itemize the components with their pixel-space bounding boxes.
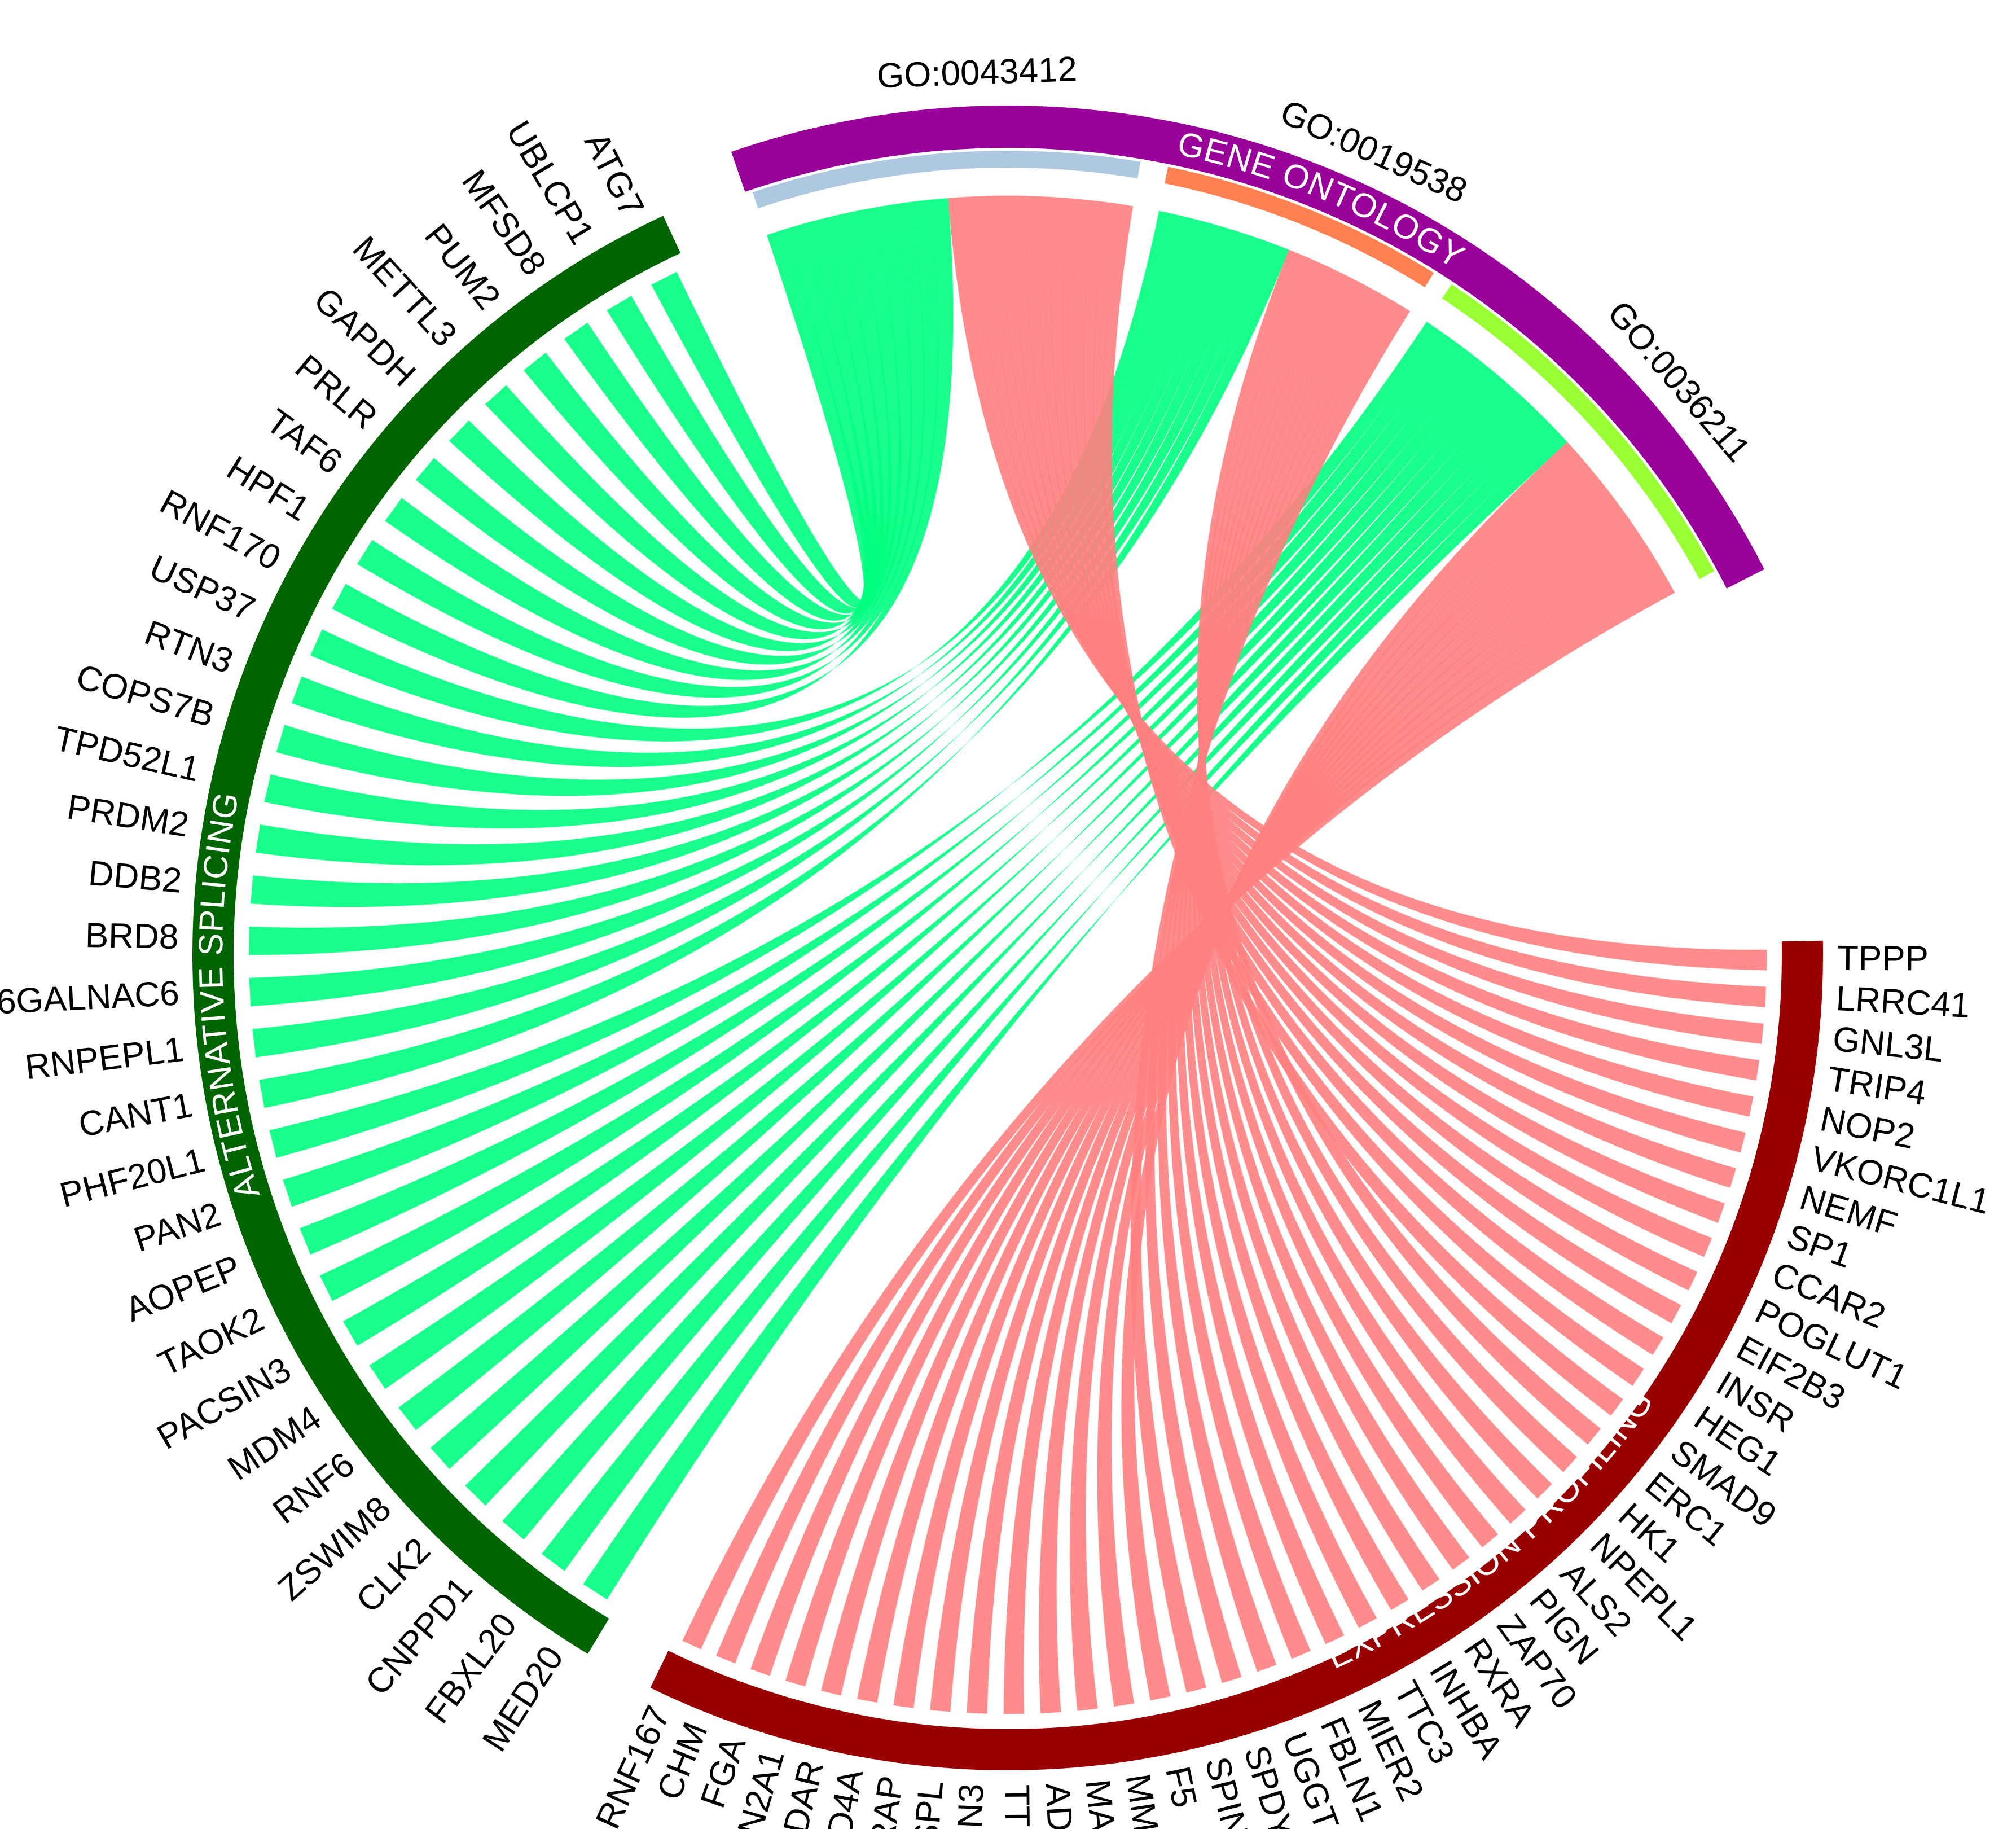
chord-ribbon [1198,253,1578,1473]
gene-label: NSUN3 [947,1783,991,1829]
expression-arc [650,940,1824,1770]
chord-ribbon [369,367,1501,1389]
gene-label: TPD52L1 [51,719,204,790]
chord-ribbon [1197,249,1601,1445]
gene-label: LRRC41 [1835,979,1971,1025]
chord-ribbon [449,207,902,651]
chord-ribbon [1167,291,1386,1659]
go-term-arc [1165,166,1434,287]
chord-ribbon [967,492,1618,1714]
chord-ribbon [485,210,892,639]
go-term-arc [1442,284,1715,580]
gene-label: RNPEPL1 [23,1030,186,1087]
chord-ribbon [430,387,1525,1470]
chord-ribbon [1198,257,1552,1499]
chord-ribbon [1026,195,1737,1188]
chord-ribbon [384,201,925,681]
chord-ribbon [1157,296,1394,1672]
gene-label: ADTRP [1038,1782,1083,1829]
chord-ribbon [606,223,875,614]
chord-ribbon [785,546,1655,1687]
chord-ribbon [248,231,1251,955]
go-term-arc [752,151,1141,209]
chord-ribbon [1051,196,1712,1257]
chord-ribbon [961,196,1767,1008]
chord-ribbon [310,210,1173,742]
chord-ribbon [282,330,1453,1207]
chord-ribbon [319,348,1477,1301]
expression-ribbons [682,195,1767,1714]
chord-ribbon [299,339,1465,1255]
chord-ribbon [1093,201,1644,1387]
go-term-label: GO:0043412 [876,50,1078,95]
chord-ribbon [398,377,1513,1431]
chord-ribbon [1073,199,1681,1324]
chord-ribbon [255,223,1226,866]
chord-ribbon [947,196,1767,971]
chord-ribbon [415,204,912,665]
gene-label: RTN3 [139,613,238,681]
chord-ribbon [1014,195,1746,1153]
chord-ribbon [1198,261,1526,1524]
chord-ribbon [750,558,1662,1676]
splicing-arc [192,216,681,1654]
gene-label: PAN2 [129,1195,226,1260]
chord-ribbon [651,229,875,608]
chord-ribbon [250,227,1238,907]
chord-ribbon [682,581,1675,1650]
chord-ribbon [523,214,884,630]
chord-ribbon [1003,482,1610,1714]
chord-ribbon [1121,441,1577,1701]
splicing-ribbons [248,198,1568,1600]
chord-ribbon [893,514,1634,1709]
chord-ribbon [1176,286,1377,1644]
gene-label: DDB2 [87,854,183,901]
chord-ribbon [357,199,939,698]
gene-label: CANT1 [76,1085,195,1144]
chord-ribbon [1195,269,1470,1571]
chord-ribbon [263,220,1213,829]
chord-ribbon [291,213,1186,767]
chord-ribbon [974,195,1764,1045]
chord-ribbon [1192,273,1440,1591]
chord-ribbon [1038,471,1602,1714]
gene-label: TPPP [1837,938,1929,978]
chord-ribbon [276,216,1200,796]
chord-ribbon [929,503,1626,1712]
gene-label: PRDM2 [64,787,191,844]
chord-ribbon [583,430,1568,1600]
chord-ribbon [1069,461,1594,1711]
chord-ribbon [464,397,1536,1506]
gene-label: ST6GALNAC6 [0,974,180,1024]
chord-ribbon [1097,451,1585,1707]
chord-ribbon [332,198,954,718]
chord-ribbon [1062,198,1698,1291]
chord-ribbon [502,408,1547,1540]
chord-ribbon [564,219,879,621]
chord-ribbon [1145,300,1402,1683]
gene-label: BRD8 [85,916,179,957]
chord-ribbon [1039,196,1725,1223]
chord-ribbon [249,235,1264,1007]
chord-ribbon [541,419,1557,1572]
chord-ribbon [857,524,1641,1703]
chord-ribbon [1197,265,1499,1548]
chord-ribbon [820,535,1649,1696]
go-arc [731,106,1764,589]
chord-ribbon [252,240,1277,1058]
chord-ribbon [715,569,1669,1664]
gene-label: TTL21A [998,1784,1038,1829]
chord-ribbon [1083,200,1664,1356]
chord-ribbon [1188,277,1409,1611]
chord-ribbon [342,357,1490,1346]
chord-ribbon [987,195,1760,1081]
chord-ribbon [258,244,1290,1108]
chord-ribbon [1000,195,1754,1117]
gene-label: F5 [1158,1763,1204,1811]
chord-ribbon [269,321,1440,1159]
